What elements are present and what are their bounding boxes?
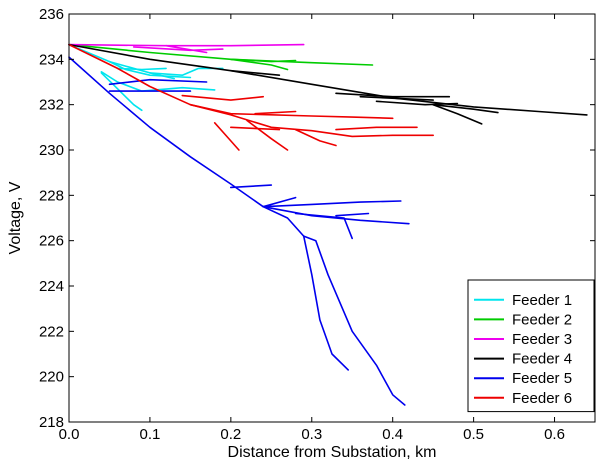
legend-label: Feeder 5 [512, 370, 572, 387]
y-tick-label: 230 [39, 142, 64, 159]
y-tick-label: 224 [39, 278, 64, 295]
series-6 [68, 43, 435, 151]
series-6-line-7 [230, 126, 281, 131]
plot-frame [68, 13, 596, 423]
series-4-line-1 [68, 43, 588, 116]
series-3-line-2 [165, 44, 208, 54]
series-1-line-2 [108, 60, 192, 79]
series-6-line-3 [294, 128, 337, 147]
series-2-line-2 [230, 58, 289, 71]
x-tick-label: 0.0 [59, 426, 80, 443]
x-tick-label: 0.1 [139, 426, 160, 443]
series-5-line-8 [230, 184, 273, 189]
y-tick-label: 236 [39, 6, 64, 23]
x-tick-label: 0.6 [544, 426, 565, 443]
series-layer [68, 43, 588, 406]
series-6-line-2 [189, 103, 394, 120]
series-6-line-4 [213, 122, 240, 151]
series-4 [68, 43, 588, 125]
series-6-line-8 [335, 126, 418, 131]
series-2-line-3 [230, 58, 297, 63]
series-4-line-3 [432, 103, 483, 125]
legend: Feeder 1 Feeder 2 Feeder 3 Feeder 4 Feeder 5… [467, 279, 595, 413]
legend-label: Feeder 1 [512, 292, 572, 309]
legend-label: Feeder 6 [512, 390, 572, 407]
series-4-line-6 [375, 100, 459, 106]
series-4-line-5 [335, 92, 451, 98]
series-4-line-4 [432, 103, 499, 114]
series-6-line-6 [181, 94, 265, 101]
x-tick-label: 0.3 [301, 426, 322, 443]
series-4-line-2 [359, 95, 435, 101]
series-6-line-9 [254, 110, 297, 115]
series-3-line-1 [68, 43, 305, 47]
series-6-line-5 [246, 119, 289, 151]
x-tick-label: 0.2 [220, 426, 241, 443]
series-5-line-2 [302, 235, 350, 371]
x-tick-label: 0.4 [382, 426, 403, 443]
series-4-line-7 [230, 69, 281, 76]
y-tick-label: 222 [39, 323, 64, 340]
y-tick-label: 234 [39, 51, 64, 68]
legend-label: Feeder 3 [512, 331, 572, 348]
x-axis-label: Distance from Substation, km [228, 444, 437, 461]
series-1-line-6 [116, 67, 167, 71]
series-5-line-5 [294, 212, 354, 240]
y-tick-label: 220 [39, 369, 64, 386]
y-tick-label: 228 [39, 187, 64, 204]
series-3 [68, 43, 305, 54]
series-5-line-10 [108, 78, 208, 86]
series-5-line-3 [262, 200, 402, 208]
y-tick-label: 218 [39, 414, 64, 431]
x-tick-label: 0.5 [463, 426, 484, 443]
series-5 [68, 56, 410, 406]
y-tick-label: 226 [39, 233, 64, 250]
series-2 [68, 43, 374, 71]
series-5-line-7 [262, 196, 297, 208]
series-5-line-1 [68, 56, 406, 406]
series-3-line-3 [132, 46, 224, 52]
legend-box [467, 279, 595, 413]
y-tick-label: 232 [39, 97, 64, 114]
y-axis-label: Voltage, V [7, 181, 24, 254]
series-1-line-4 [100, 72, 143, 112]
ticks-layer: 0.0 0.1 0.2 0.3 0.4 0.5 0.6 218 220 222 224 226 228 2… [39, 6, 595, 443]
series-5-line-6 [335, 212, 370, 217]
legend-label: Feeder 4 [512, 351, 572, 368]
legend-label: Feeder 2 [512, 311, 572, 328]
series-6-line-1 [68, 43, 435, 138]
